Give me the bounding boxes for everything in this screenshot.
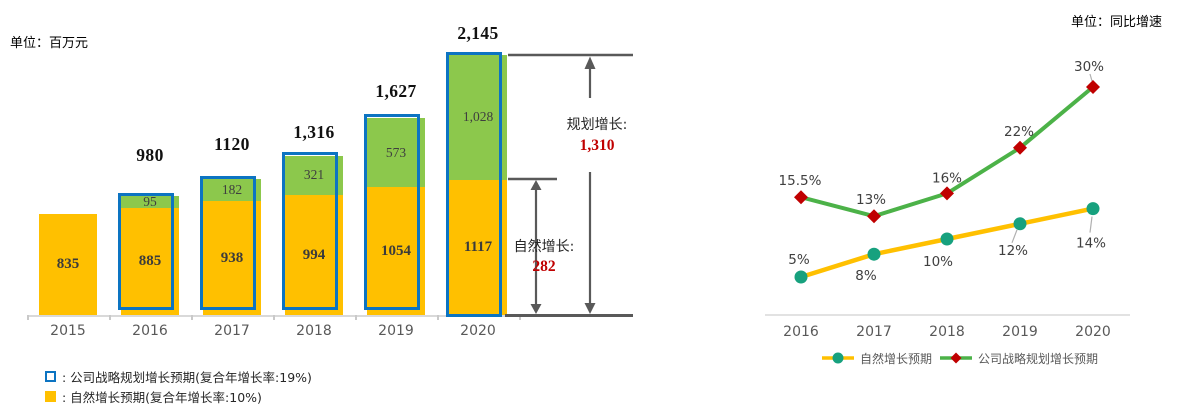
marker-strategic-2019 [1013, 140, 1027, 155]
label-natural-2017: 8% [855, 268, 877, 284]
marker-natural-2017 [867, 247, 881, 261]
bar-2017-planned-segment [203, 179, 261, 202]
bar-chart-x-label-2016: 2016 [132, 323, 168, 339]
label-strategic-2020: 30% [1074, 59, 1104, 75]
label-natural-2016: 5% [788, 252, 810, 268]
bar-chart-legend: : 公司战略规划增长预期(复合年增长率:19%) : 自然增长预期(复合年增长率… [45, 369, 312, 405]
bar-2017-natural-value: 938 [220, 250, 244, 267]
bar-2019-natural-value: 1054 [381, 243, 411, 260]
bar-2016-planned-segment [121, 196, 179, 208]
bar-2020-planned-outline [445, 51, 502, 317]
label-leader-line [1011, 229, 1018, 244]
marker-strategic-2017 [867, 209, 881, 224]
marker-strategic-2020 [1086, 80, 1100, 94]
natural-series-swatch-icon [45, 391, 56, 402]
label-strategic-2016: 15.5% [779, 173, 822, 189]
bar-2018-planned-value: 321 [303, 167, 325, 183]
strategic-line-swatch-icon [940, 352, 972, 364]
bar-2017-natural-segment [203, 201, 261, 315]
bar-2016-planned-outline [117, 192, 174, 310]
bar-chart-axis-tick [273, 315, 275, 320]
bar-2020-planned-segment [449, 55, 507, 180]
legend-item-natural-line: 自然增长预期 [820, 350, 932, 367]
strategic-line-legend-label: 公司战略规划增长预期 [978, 351, 1099, 366]
legend-item-strategic-line: 公司战略规划增长预期 [938, 350, 1098, 367]
marker-strategic-2018 [940, 186, 954, 201]
line-chart-x-label-2017: 2017 [856, 324, 892, 340]
bar-2020-natural-value: 1117 [463, 239, 493, 256]
bar-chart-axis-tick [355, 315, 357, 320]
bar-chart-x-label-2020: 2020 [460, 323, 496, 339]
bar-chart-unit-label: 单位：百万元 [10, 36, 89, 51]
planned-growth-value: 1,310 [579, 137, 615, 154]
bar-chart-axis-tick [27, 315, 29, 320]
marker-strategic-2016 [794, 190, 808, 205]
planned-growth-label: 规划增长: [566, 117, 628, 133]
bar-2018-natural-value: 994 [302, 246, 326, 263]
line-chart-unit-label: 单位：同比增速 [1070, 15, 1162, 30]
line-chart-x-label-2018: 2018 [929, 324, 965, 340]
bar-2020-natural-segment [449, 179, 507, 315]
line-chart-legend: 自然增长预期 公司战略规划增长预期 [740, 348, 1178, 368]
label-strategic-2018: 16% [932, 170, 962, 186]
bar-2019-total-label: 1,627 [375, 80, 417, 101]
bar-chart-x-label-2015: 2015 [50, 323, 86, 339]
line-chart-x-label-2020: 2020 [1075, 324, 1111, 340]
marker-natural-2018 [940, 232, 954, 246]
bar-2017-planned-outline [199, 175, 256, 310]
bar-2020-planned-value: 1,028 [462, 109, 494, 125]
marker-natural-2019 [1013, 217, 1027, 231]
bar-chart-axis-tick [109, 315, 111, 320]
bar-2018-total-label: 1,316 [293, 121, 335, 142]
label-natural-2018: 10% [923, 254, 953, 270]
planned-series-legend-label: : 公司战略规划增长预期(复合年增长率:19%) [62, 370, 312, 385]
bar-2016-natural-value: 885 [138, 253, 162, 270]
natural-series-legend-label: : 自然增长预期(复合年增长率:10%) [62, 390, 262, 405]
label-natural-2019: 12% [998, 243, 1028, 259]
bar-2019-planned-segment [367, 117, 425, 188]
natural-growth-value: 282 [532, 258, 556, 275]
marker-natural-2020 [1086, 202, 1100, 216]
bar-2016-planned-value: 95 [143, 193, 157, 209]
bar-2018-natural-segment [285, 194, 343, 315]
natural-line-legend-label: 自然增长预期 [859, 351, 932, 366]
legend-row-planned: : 公司战略规划增长预期(复合年增长率:19%) [45, 369, 312, 385]
bar-2019-natural-segment [367, 187, 425, 315]
line-chart-x-label-2016: 2016 [783, 324, 819, 340]
bar-chart-axis-tick [191, 315, 193, 320]
bar-2016-total-label: 980 [136, 145, 164, 166]
bar-2015-natural-value: 835 [56, 256, 80, 273]
natural-line-swatch-icon [821, 352, 854, 364]
bar-2018-planned-outline [281, 152, 338, 310]
legend-row-natural: : 自然增长预期(复合年增长率:10%) [45, 389, 312, 405]
label-strategic-2019: 22% [1004, 124, 1034, 140]
label-leader-line [1089, 73, 1093, 82]
bar-2017-planned-value: 182 [221, 182, 243, 198]
bar-2020-total-label: 2,145 [457, 23, 499, 43]
bar-2016-natural-segment [121, 207, 179, 315]
bar-2018-planned-segment [285, 155, 343, 195]
bar-chart-axis-tick [519, 315, 521, 320]
bar-2015-natural-segment [39, 213, 97, 315]
bar-chart-axis-tick [437, 315, 439, 320]
bar-chart-x-label-2018: 2018 [296, 323, 332, 339]
line-chart-x-label-2019: 2019 [1002, 324, 1038, 340]
label-strategic-2017: 13% [856, 192, 886, 208]
bar-2019-planned-outline [363, 114, 420, 310]
bar-2019-planned-value: 573 [385, 144, 407, 160]
natural-growth-label: 自然增长: [513, 239, 575, 255]
planned-series-swatch-icon [45, 371, 56, 382]
bar-2017-total-label: 1120 [214, 134, 250, 155]
label-natural-2020: 14% [1076, 236, 1106, 252]
bar-chart-x-label-2017: 2017 [214, 323, 250, 339]
marker-natural-2016 [794, 270, 808, 284]
bar-chart-x-label-2019: 2019 [378, 323, 414, 339]
label-leader-line [1089, 216, 1093, 233]
